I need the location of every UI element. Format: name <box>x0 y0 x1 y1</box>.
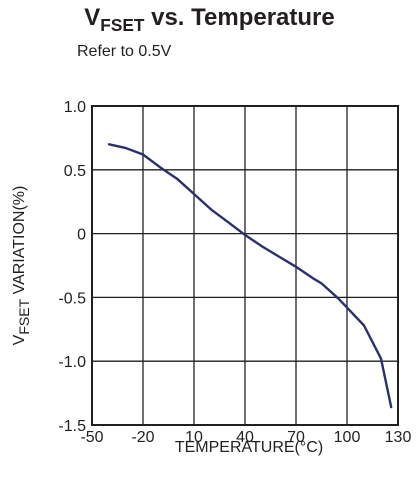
x-tick-label: 10 <box>185 429 203 446</box>
y-tick-label: 0.5 <box>64 163 86 180</box>
y-tick-label: -1.0 <box>58 354 86 371</box>
grid-lines <box>92 106 398 425</box>
x-tick-label: 40 <box>236 429 254 446</box>
y-axis-label: VFSET VARIATION(%) <box>11 186 32 346</box>
x-tick-labels: -50 -20 10 40 70 100 130 <box>80 429 411 446</box>
chart-title: VFSET vs. Temperature <box>84 4 335 36</box>
x-tick-label: -20 <box>131 429 154 446</box>
x-axis-label: TEMPERATURE(°C) <box>175 439 323 456</box>
plot-frame <box>91 105 399 426</box>
x-tick-label: 70 <box>287 429 305 446</box>
series-line <box>107 143 393 409</box>
y-tick-label: -1.5 <box>58 418 86 435</box>
y-tick-label: 0 <box>77 227 86 244</box>
chart-subtitle: Refer to 0.5V <box>77 43 172 60</box>
y-tick-label: 1.0 <box>64 99 86 116</box>
x-tick-label: -50 <box>80 429 103 446</box>
x-tick-label: 100 <box>334 429 361 446</box>
y-tick-label: -0.5 <box>58 290 86 307</box>
x-tick-label: 130 <box>385 429 412 446</box>
y-tick-labels: 1.0 0.5 0 -0.5 -1.0 -1.5 <box>58 99 86 435</box>
